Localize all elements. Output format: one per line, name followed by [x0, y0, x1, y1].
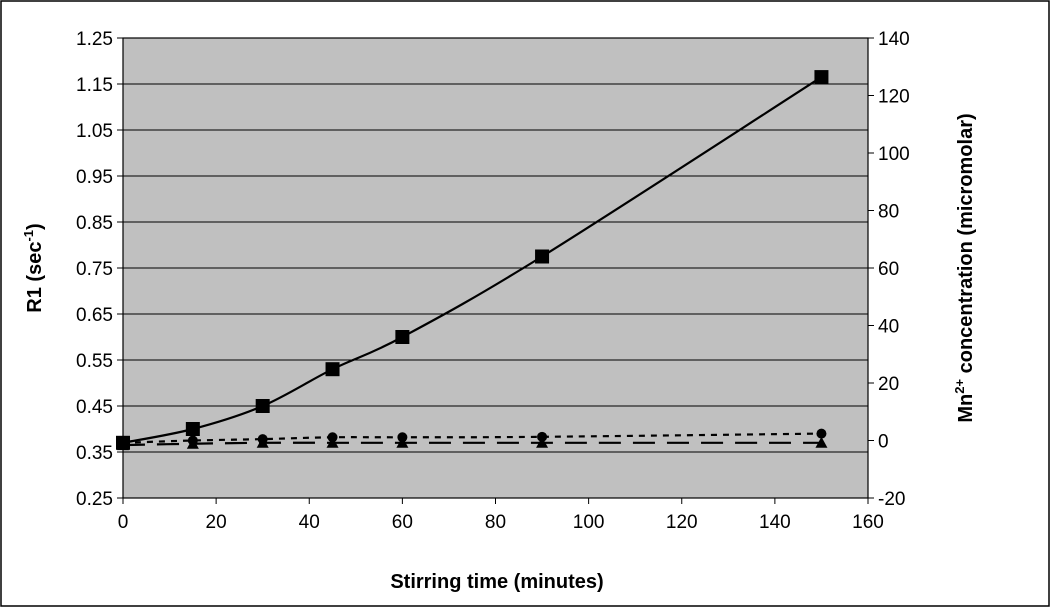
x-tick-label: 80: [485, 512, 506, 533]
data-point-2-0: [117, 439, 129, 451]
y-tick-label: 1.05: [76, 121, 113, 142]
y-tick-label: 0.65: [76, 305, 113, 326]
y2-axis-title: Mn2+ concentration (micromolar): [952, 113, 977, 422]
y-tick-label: 1.25: [76, 29, 113, 50]
data-point-2-2: [256, 436, 269, 448]
x-tick-label: 60: [392, 512, 413, 533]
y2-tick-label: 80: [878, 202, 899, 223]
data-point-0-6: [814, 70, 829, 85]
y-tick-label: 1.15: [76, 75, 113, 96]
data-point-0-4: [395, 330, 410, 344]
data-point-2-6: [815, 436, 828, 448]
y2-tick-label: 20: [878, 374, 899, 395]
data-point-0-5: [535, 249, 550, 264]
axes: 0.25 0.35 0.45 0.55 0.65 0.75 0.85 0.95 1.05 1.15…: [76, 29, 910, 533]
x-tick-label: 100: [573, 512, 605, 533]
x-tick-label: 40: [299, 512, 320, 533]
series-line-1: [122, 432, 822, 444]
x-tick-label: 160: [852, 512, 884, 533]
series-line-0: [122, 76, 823, 444]
x-tick-label: 20: [206, 512, 227, 533]
y-tick-label: 0.95: [76, 167, 113, 188]
y-tick-label: 0.35: [76, 443, 113, 464]
data-point-2-5: [536, 436, 549, 448]
gridlines: [123, 37, 868, 499]
y2-tick-label: 120: [878, 87, 910, 108]
y2-tick-label: 60: [878, 259, 899, 280]
y-axis-title-base: R1 (sec: [24, 242, 46, 313]
y2-axis-title-end: concentration (micromolar): [955, 113, 977, 379]
data-point-0-2: [255, 399, 270, 413]
y2-tick-label: 0: [878, 432, 889, 453]
data-point-2-4: [396, 436, 409, 448]
y2-axis-title-superscript: 2+: [952, 379, 967, 394]
y2-tick-label: -20: [878, 489, 905, 510]
y-tick-label: 0.55: [76, 351, 113, 372]
data-point-2-1: [186, 437, 199, 449]
y-tick-label: 0.45: [76, 397, 113, 418]
y-tick-label: 0.75: [76, 259, 113, 280]
y-axis-title-end: ): [24, 223, 46, 230]
data-point-0-1: [185, 422, 200, 436]
x-tick-label: 0: [118, 512, 129, 533]
series-layer: [116, 70, 829, 451]
y2-tick-label: 100: [878, 144, 910, 165]
y2-tick-label: 140: [878, 29, 910, 50]
x-tick-label: 140: [759, 512, 791, 533]
data-point-0-3: [325, 362, 340, 377]
x-axis-title: Stirring time (minutes): [390, 571, 603, 593]
series-line-2: [122, 441, 822, 447]
y2-tick-label: 40: [878, 317, 899, 338]
x-tick-label: 120: [666, 512, 698, 533]
y-tick-label: 0.25: [76, 489, 113, 510]
data-point-2-3: [326, 436, 339, 448]
data-point-1-6: [816, 428, 827, 439]
series-2: [117, 436, 828, 451]
y-tick-label: 0.85: [76, 213, 113, 234]
y-axis-title: R1 (sec-1): [21, 223, 46, 312]
y-axis-title-superscript: -1: [21, 230, 36, 242]
y2-axis-title-base: Mn: [955, 394, 977, 423]
